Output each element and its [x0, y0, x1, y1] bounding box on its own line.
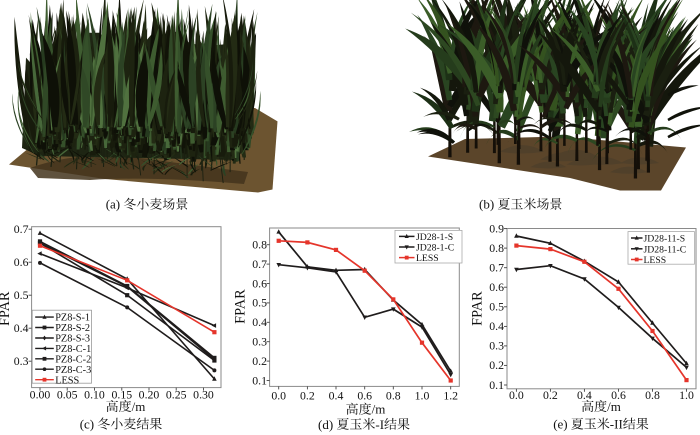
svg-text:JD28-11-C: JD28-11-C [644, 244, 687, 255]
svg-text:0.8: 0.8 [645, 388, 660, 402]
svg-text:0.10: 0.10 [84, 388, 105, 402]
svg-text:0.25: 0.25 [166, 388, 187, 402]
svg-text:FPAR: FPAR [0, 291, 13, 326]
svg-text:/m: /m [132, 399, 146, 414]
svg-text:0.4: 0.4 [14, 321, 29, 335]
svg-text:0.5: 0.5 [489, 300, 504, 314]
svg-text:FPAR: FPAR [233, 289, 249, 324]
svg-text:0.6: 0.6 [489, 280, 504, 294]
svg-text:0.1: 0.1 [489, 378, 504, 392]
svg-text:1.0: 1.0 [415, 388, 430, 402]
svg-text:LESS: LESS [55, 375, 79, 386]
svg-text:(b): (b) [479, 197, 494, 212]
svg-text:0.8: 0.8 [386, 388, 401, 402]
svg-text:0.30: 0.30 [193, 388, 214, 402]
svg-text:LESS: LESS [416, 253, 439, 264]
svg-text:0.6: 0.6 [611, 388, 626, 402]
svg-text:0.0: 0.0 [509, 388, 524, 402]
svg-text:-I: -I [375, 417, 384, 432]
svg-text:0.6: 0.6 [357, 388, 372, 402]
svg-text:0.7: 0.7 [252, 257, 267, 271]
svg-text:0.7: 0.7 [489, 261, 504, 275]
svg-text:0.2: 0.2 [252, 354, 267, 368]
svg-text:0.4: 0.4 [489, 319, 504, 333]
svg-text:0.7: 0.7 [14, 222, 29, 236]
svg-text:0.5: 0.5 [252, 296, 267, 310]
svg-text:0.3: 0.3 [489, 339, 504, 353]
svg-text:0.15: 0.15 [111, 388, 132, 402]
svg-text:JD28-11-S: JD28-11-S [644, 234, 686, 245]
svg-text:-II: -II [610, 417, 623, 432]
svg-text:0.0: 0.0 [271, 388, 286, 402]
svg-text:(d): (d) [318, 417, 333, 432]
svg-text:PZ8-S-2: PZ8-S-2 [55, 323, 90, 334]
svg-text:PZ8-C-3: PZ8-C-3 [55, 365, 91, 376]
svg-text:(e): (e) [553, 417, 567, 432]
svg-text:0.8: 0.8 [489, 241, 504, 255]
svg-text:0.05: 0.05 [57, 388, 78, 402]
svg-text:0.20: 0.20 [139, 388, 160, 402]
svg-text:1.2: 1.2 [443, 388, 458, 402]
svg-text:JD28-1-C: JD28-1-C [416, 243, 454, 254]
svg-text:LESS: LESS [644, 255, 667, 266]
svg-text:PZ8-S-3: PZ8-S-3 [55, 334, 90, 345]
svg-text:0.4: 0.4 [329, 388, 344, 402]
svg-text:PZ8-C-2: PZ8-C-2 [55, 354, 91, 365]
svg-text:0.4: 0.4 [252, 315, 267, 329]
svg-text:0.4: 0.4 [577, 388, 592, 402]
svg-text:1.0: 1.0 [679, 388, 694, 402]
svg-text:0.3: 0.3 [252, 335, 267, 349]
svg-text:(c): (c) [80, 417, 94, 432]
svg-text:0.2: 0.2 [300, 388, 315, 402]
svg-text:0.9: 0.9 [489, 221, 504, 235]
svg-text:0.00: 0.00 [30, 388, 51, 402]
svg-text:FPAR: FPAR [469, 291, 485, 326]
svg-text:0.1: 0.1 [252, 373, 267, 387]
svg-text:0.5: 0.5 [14, 288, 29, 302]
svg-text:/m: /m [607, 399, 621, 414]
svg-text:0.2: 0.2 [543, 388, 558, 402]
svg-text:0.3: 0.3 [14, 354, 29, 368]
svg-text:0.6: 0.6 [252, 276, 267, 290]
svg-text:JD28-1-S: JD28-1-S [416, 232, 453, 243]
svg-text:PZ8-C-1: PZ8-C-1 [55, 344, 91, 355]
svg-text:/m: /m [372, 402, 386, 417]
svg-text:0.2: 0.2 [489, 358, 504, 372]
svg-text:(a): (a) [106, 197, 120, 212]
svg-text:0.8: 0.8 [252, 238, 267, 252]
svg-text:0.6: 0.6 [14, 255, 29, 269]
svg-text:PZ8-S-1: PZ8-S-1 [55, 313, 90, 324]
